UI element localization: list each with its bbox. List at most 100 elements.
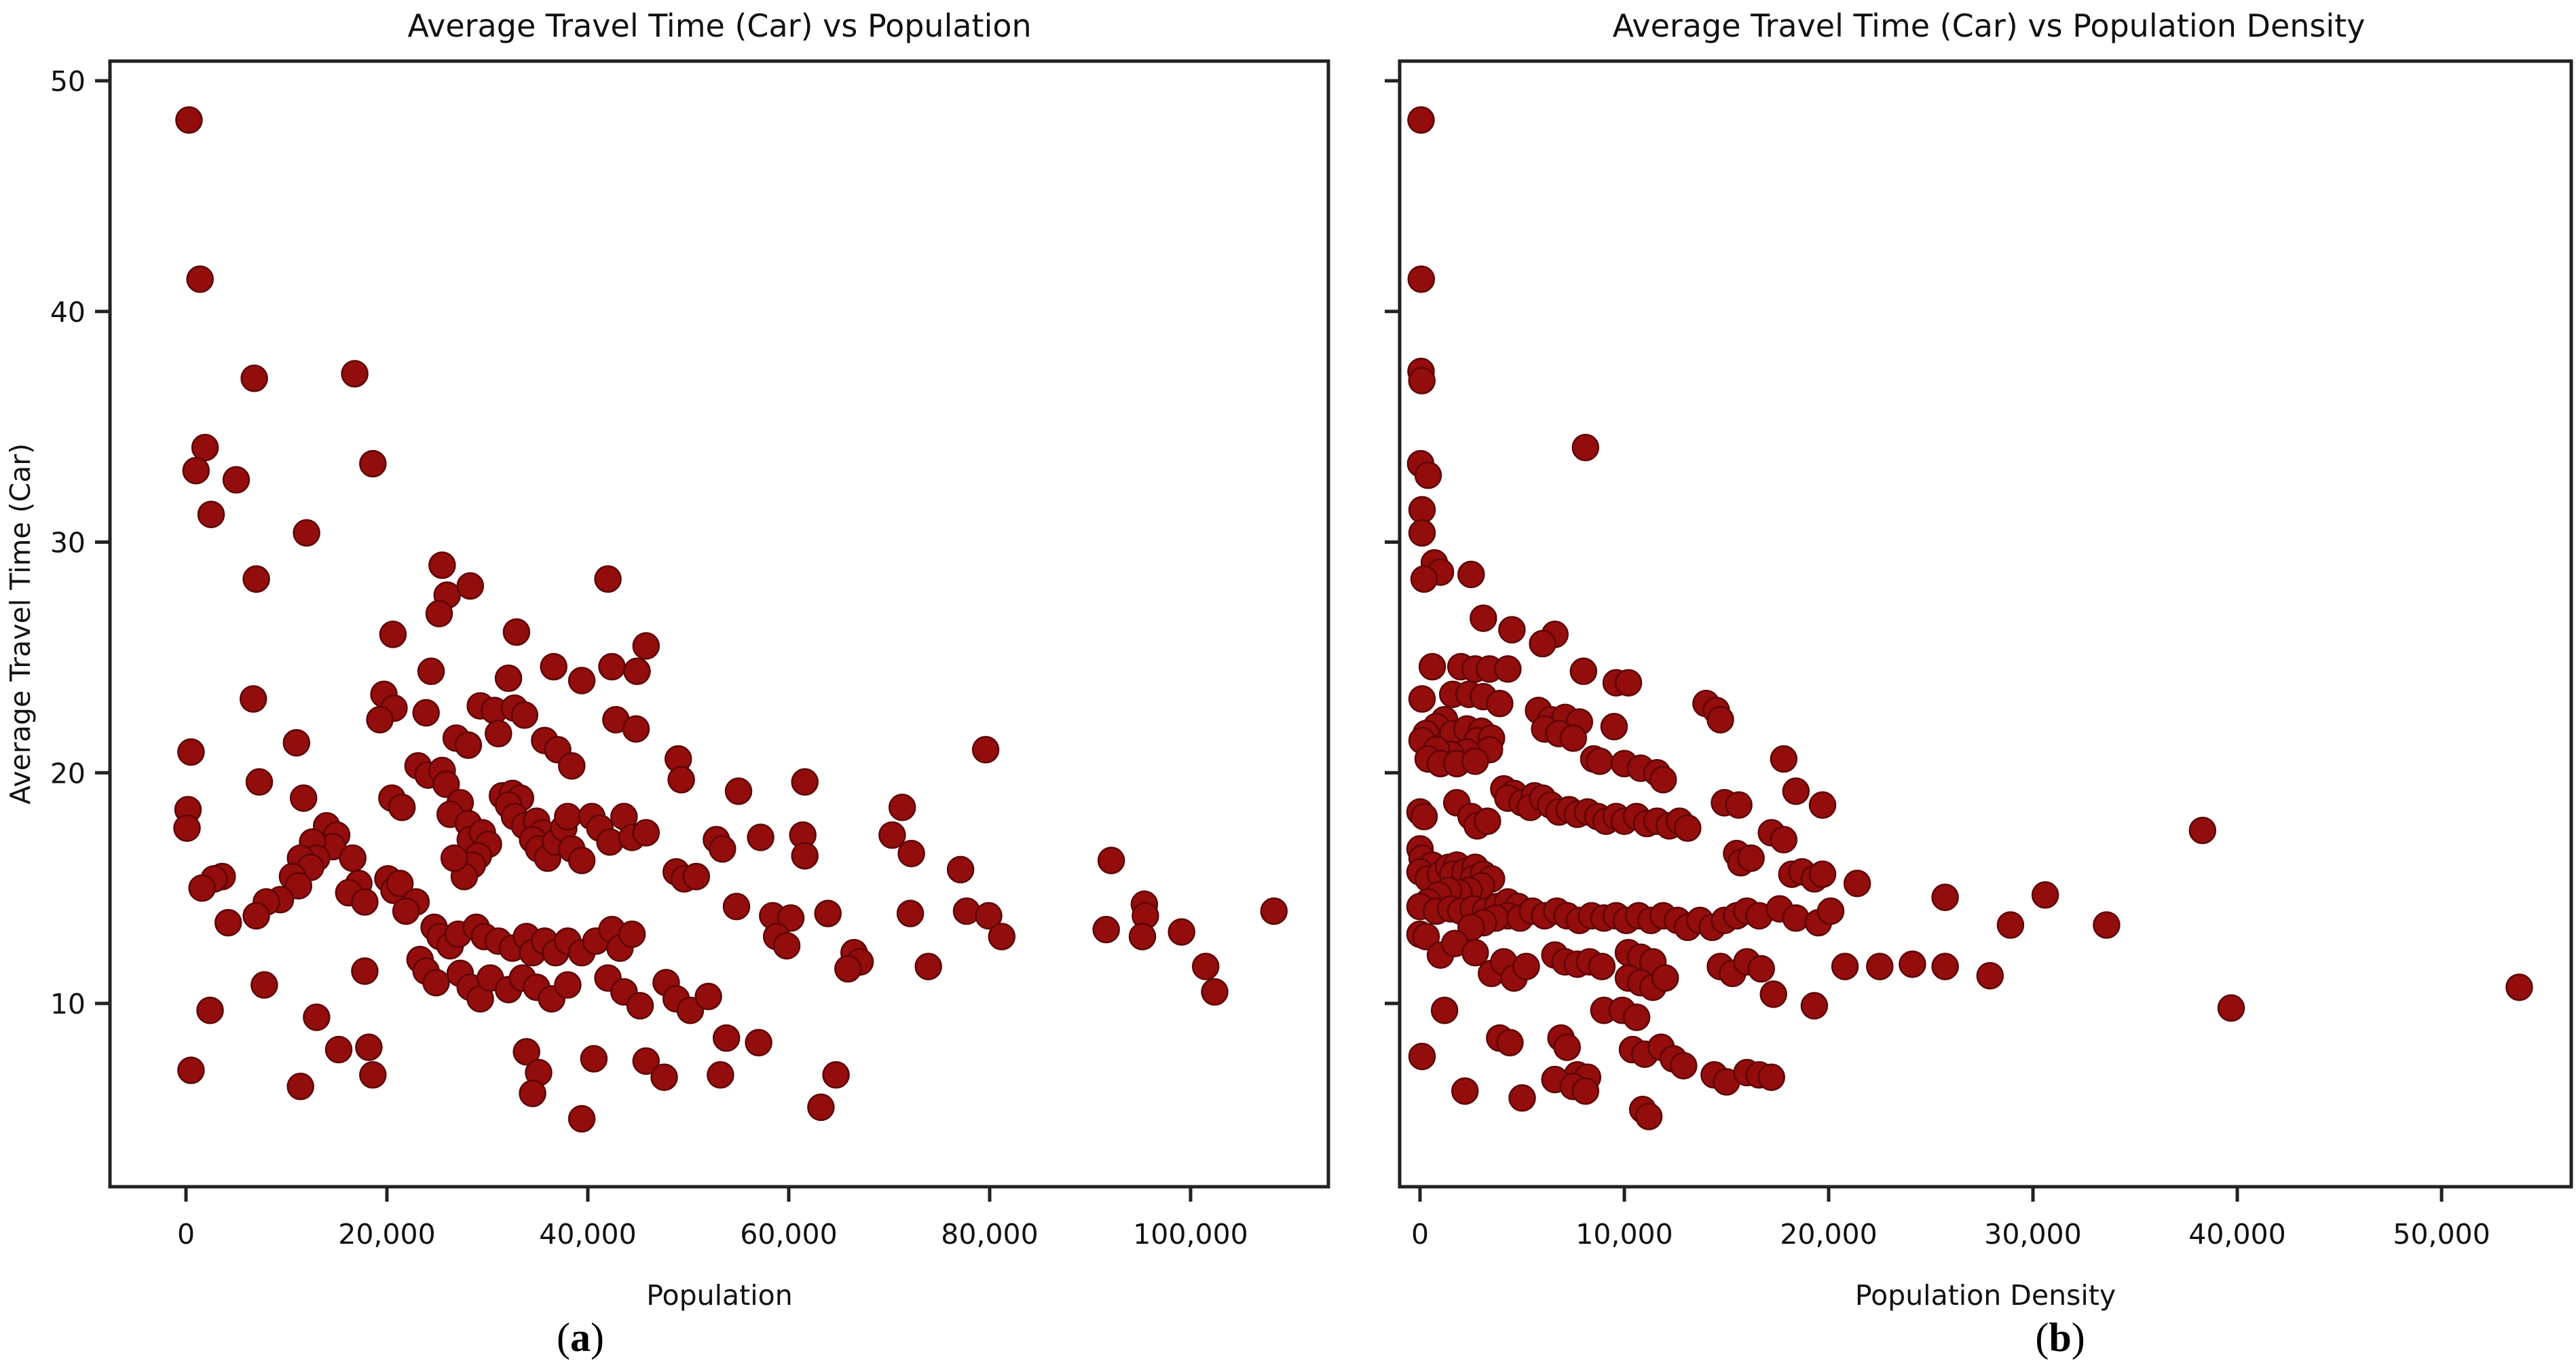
data-point [2031, 881, 2059, 909]
data-point [2217, 994, 2245, 1022]
data-point [242, 902, 270, 930]
x-tick-label: 40,000 [2188, 1218, 2285, 1251]
data-point [1571, 433, 1600, 462]
data-point [1474, 807, 1501, 835]
data-point [598, 652, 626, 681]
data-point [512, 1038, 540, 1066]
data-point [239, 685, 267, 713]
data-point [173, 814, 201, 843]
data-point [245, 768, 274, 796]
x-tick-label: 50,000 [2393, 1218, 2490, 1251]
data-point [1770, 745, 1798, 773]
data-point [1092, 916, 1120, 944]
data-point [286, 1073, 314, 1101]
panel-a-chart: Average Travel Time (Car) vs Population … [4, 7, 1330, 1360]
data-point [1866, 953, 1894, 980]
data-point [1651, 964, 1679, 992]
data-point [1899, 950, 1926, 978]
panel-a-points [173, 106, 1288, 1133]
data-point [422, 969, 450, 997]
data-point [707, 1061, 734, 1089]
data-point [747, 824, 774, 851]
data-point [303, 1003, 331, 1031]
data-point [1737, 844, 1765, 872]
data-point [386, 870, 414, 898]
data-point [293, 519, 320, 547]
data-point [1496, 1029, 1524, 1057]
data-point [359, 1061, 387, 1089]
data-point [1461, 939, 1489, 967]
data-point [1586, 747, 1614, 775]
panel-a-yaxis-label: Average Travel Time (Car) [4, 443, 37, 805]
data-point [952, 897, 981, 925]
data-point [632, 819, 660, 847]
data-point [676, 996, 705, 1024]
data-point [191, 433, 219, 462]
data-point [724, 777, 753, 805]
data-point [580, 1045, 608, 1073]
data-point [182, 456, 210, 485]
data-point [1529, 629, 1556, 658]
data-point [896, 900, 925, 927]
data-point [1759, 980, 1787, 1008]
data-point [540, 652, 567, 681]
x-tick-label: 0 [1411, 1218, 1429, 1251]
data-point [417, 657, 445, 686]
data-point [485, 720, 512, 747]
data-point [240, 365, 268, 392]
data-point [1408, 519, 1436, 547]
data-point [567, 847, 596, 874]
data-point [440, 844, 468, 872]
data-point [632, 632, 660, 660]
data-point [1097, 847, 1125, 874]
data-point [878, 821, 906, 849]
data-point [1457, 560, 1485, 589]
data-point [454, 731, 483, 759]
data-point [1614, 669, 1643, 697]
data-point [1670, 1052, 1698, 1079]
data-point [388, 793, 416, 821]
data-point [494, 664, 523, 692]
data-point [1260, 897, 1288, 925]
data-point [988, 923, 1016, 950]
data-point [2188, 816, 2217, 845]
x-tick-label: 20,000 [1780, 1218, 1877, 1251]
data-point [186, 265, 214, 293]
data-point [712, 1024, 741, 1052]
data-point [1451, 1077, 1479, 1105]
data-point [1128, 923, 1157, 950]
data-point [1976, 961, 2004, 990]
data-point [667, 766, 695, 794]
data-point [1770, 826, 1798, 854]
data-point [745, 1029, 772, 1057]
data-point [623, 657, 651, 686]
data-point [197, 500, 225, 528]
data-point [1512, 953, 1540, 980]
plot-frame [108, 59, 1330, 1189]
data-point [1418, 652, 1446, 681]
data-point [1508, 1084, 1536, 1112]
data-point [1635, 1103, 1663, 1130]
panel-a-axes: 0 20,000 40,000 60,000 80,000 100,000 10 20 30 40… [50, 59, 1330, 1251]
data-point [1747, 955, 1775, 983]
data-point [1622, 1003, 1651, 1031]
data-point [722, 893, 751, 921]
data-point [975, 902, 1003, 930]
data-point [1430, 996, 1459, 1024]
data-point [1408, 367, 1436, 394]
data-point [432, 770, 460, 798]
data-point [558, 752, 586, 780]
data-point [1559, 724, 1588, 752]
data-point [1461, 747, 1489, 775]
data-point [554, 802, 582, 831]
data-point [772, 931, 801, 960]
data-point [1498, 616, 1526, 644]
data-point [814, 900, 842, 927]
data-point [694, 982, 722, 1011]
data-point [1553, 1033, 1581, 1061]
x-tick-label: 100,000 [1133, 1218, 1248, 1251]
data-point [1674, 814, 1702, 843]
data-point [289, 784, 318, 812]
data-point [1931, 953, 1959, 980]
